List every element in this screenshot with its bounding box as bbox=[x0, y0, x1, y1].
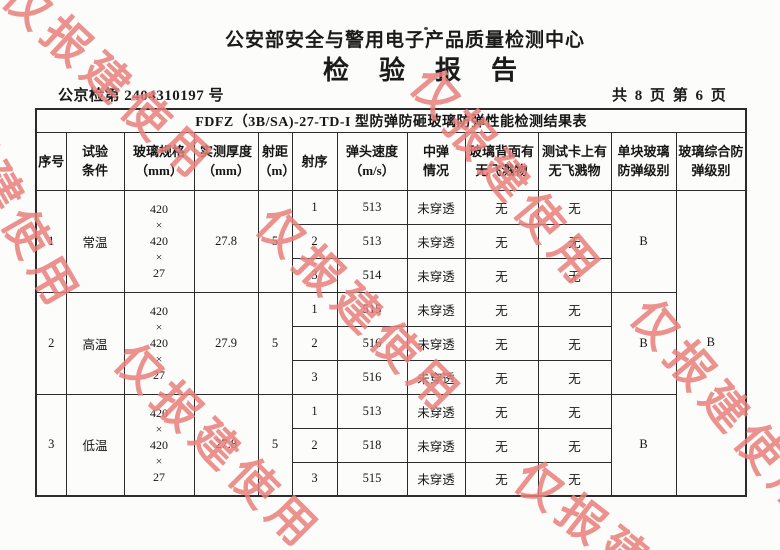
report-number: 公京检第 2404310197 号 bbox=[58, 88, 225, 104]
bullet-velocity-cell: 515 bbox=[336, 291, 408, 327]
shot-order-cell: 2 bbox=[291, 223, 338, 259]
results-table: FDFZ（3B/SA)-27-TD-I 型防弹防砸玻璃防弹性能检测结果表 序号 试验… bbox=[35, 108, 748, 497]
column-header-11: 玻璃综合防 弹级别 bbox=[675, 131, 747, 191]
impact-result-cell: 未穿透 bbox=[406, 257, 466, 293]
column-header-1: 试验 条件 bbox=[65, 131, 125, 191]
card-spatter-cell: 无 bbox=[537, 461, 612, 497]
bullet-velocity-cell: 514 bbox=[336, 257, 408, 293]
measured-thickness-cell: 27.8 bbox=[193, 189, 259, 293]
measured-thickness-cell: 27.8 bbox=[193, 393, 259, 497]
seq-cell: 3 bbox=[35, 393, 67, 497]
column-header-9: 测试卡上有 无飞溅物 bbox=[537, 131, 612, 191]
result-row: 2 516 未穿透无无 bbox=[36, 325, 746, 361]
shot-order-cell: 2 bbox=[291, 427, 338, 463]
glass-spec-cell: 420 × 420 × 27 bbox=[123, 189, 195, 293]
shot-distance-cell: 5 bbox=[257, 393, 293, 497]
glass-spec-cell: 420 × 420 × 27 bbox=[123, 393, 195, 497]
bullet-velocity-cell: 513 bbox=[336, 223, 408, 259]
bullet-velocity-cell: 513 bbox=[336, 393, 408, 429]
column-header-0: 序号 bbox=[35, 131, 67, 191]
single-glass-level-cell: B bbox=[610, 189, 677, 293]
result-row: 2 513 未穿透无无 bbox=[36, 223, 746, 259]
result-row: 3 516 未穿透无无 bbox=[36, 359, 746, 395]
column-header-5: 射序 bbox=[291, 131, 338, 191]
impact-result-cell: 未穿透 bbox=[406, 461, 466, 497]
result-row: 3 低温 420 × 420 × 27 27.8 5 1 513 未穿透无无 B bbox=[35, 393, 746, 497]
shot-order-cell: 1 bbox=[291, 291, 338, 327]
impact-result-cell: 未穿透 bbox=[406, 291, 466, 327]
back-spatter-cell: 无 bbox=[464, 223, 539, 259]
impact-result-cell: 未穿透 bbox=[406, 189, 466, 225]
card-spatter-cell: 无 bbox=[537, 291, 612, 327]
back-spatter-cell: 无 bbox=[464, 393, 539, 429]
bullet-velocity-cell: 516 bbox=[336, 359, 408, 395]
column-header-7: 中弹 情况 bbox=[406, 131, 466, 191]
column-header-10: 单块玻璃 防弹级别 bbox=[610, 131, 677, 191]
scan-speck bbox=[528, 30, 532, 33]
impact-result-cell: 未穿透 bbox=[406, 325, 466, 361]
seq-cell: 2 bbox=[35, 291, 67, 395]
bullet-velocity-cell: 516 bbox=[336, 325, 408, 361]
page-count: 共 8 页 第 6 页 bbox=[612, 88, 728, 104]
single-glass-level-cell: B bbox=[610, 291, 677, 395]
bullet-velocity-cell: 513 bbox=[336, 189, 408, 225]
card-spatter-cell: 无 bbox=[537, 427, 612, 463]
back-spatter-cell: 无 bbox=[464, 189, 539, 225]
back-spatter-cell: 无 bbox=[464, 427, 539, 463]
result-row: 2 518 未穿透无无 bbox=[36, 427, 746, 463]
report-title: 检验报告 bbox=[322, 56, 547, 85]
impact-result-cell: 未穿透 bbox=[406, 427, 466, 463]
back-spatter-cell: 无 bbox=[464, 325, 539, 361]
card-spatter-cell: 无 bbox=[537, 223, 612, 259]
back-spatter-cell: 无 bbox=[464, 291, 539, 327]
glass-spec-cell: 420 × 420 × 27 bbox=[123, 291, 195, 395]
shot-order-cell: 1 bbox=[291, 393, 338, 429]
test-condition-cell: 常温 bbox=[65, 189, 125, 293]
bullet-velocity-cell: 518 bbox=[336, 427, 408, 463]
back-spatter-cell: 无 bbox=[464, 257, 539, 293]
column-header-4: 射距 （m） bbox=[257, 131, 295, 191]
back-spatter-cell: 无 bbox=[464, 461, 539, 497]
result-row: 2 高温 420 × 420 × 27 27.9 5 1 515 未穿透无无 B bbox=[35, 291, 746, 395]
shot-distance-cell: 5 bbox=[257, 291, 293, 395]
bullet-velocity-cell: 515 bbox=[336, 461, 408, 497]
column-header-8: 玻璃背面有 无飞溅物 bbox=[464, 131, 539, 191]
test-condition-cell: 高温 bbox=[65, 291, 125, 395]
card-spatter-cell: 无 bbox=[537, 189, 612, 225]
shot-order-cell: 3 bbox=[291, 461, 338, 497]
card-spatter-cell: 无 bbox=[537, 359, 612, 395]
back-spatter-cell: 无 bbox=[464, 359, 539, 395]
shot-distance-cell: 5 bbox=[257, 189, 293, 293]
shot-order-cell: 3 bbox=[291, 359, 338, 395]
result-row: 1 常温 420 × 420 × 27 27.8 5 1 513 未穿透无无 B B bbox=[35, 189, 747, 497]
card-spatter-cell: 无 bbox=[537, 393, 612, 429]
shot-order-cell: 2 bbox=[291, 325, 338, 361]
column-header-6: 弹头速度 （m/s） bbox=[336, 131, 408, 191]
impact-result-cell: 未穿透 bbox=[406, 393, 466, 429]
impact-result-cell: 未穿透 bbox=[406, 223, 466, 259]
org-title: 公安部安全与警用电子产品质量检测中心 bbox=[224, 30, 585, 51]
shot-order-cell: 3 bbox=[291, 257, 338, 293]
impact-result-cell: 未穿透 bbox=[406, 359, 466, 395]
measured-thickness-cell: 27.9 bbox=[193, 291, 259, 395]
overall-level-cell: B bbox=[675, 189, 747, 497]
card-spatter-cell: 无 bbox=[537, 257, 612, 293]
result-row: 3 515 未穿透无无 bbox=[36, 461, 746, 497]
column-header-2: 玻璃规格 （mm） bbox=[123, 131, 195, 191]
column-header-3: 实测厚度 （mm） bbox=[193, 131, 259, 191]
scan-speck bbox=[424, 27, 428, 30]
single-glass-level-cell: B bbox=[610, 393, 677, 497]
card-spatter-cell: 无 bbox=[537, 325, 612, 361]
test-condition-cell: 低温 bbox=[65, 393, 125, 497]
shot-order-cell: 1 bbox=[291, 189, 338, 225]
table-title: FDFZ（3B/SA)-27-TD-I 型防弹防砸玻璃防弹性能检测结果表 bbox=[35, 108, 747, 133]
seq-cell: 1 bbox=[35, 189, 67, 293]
